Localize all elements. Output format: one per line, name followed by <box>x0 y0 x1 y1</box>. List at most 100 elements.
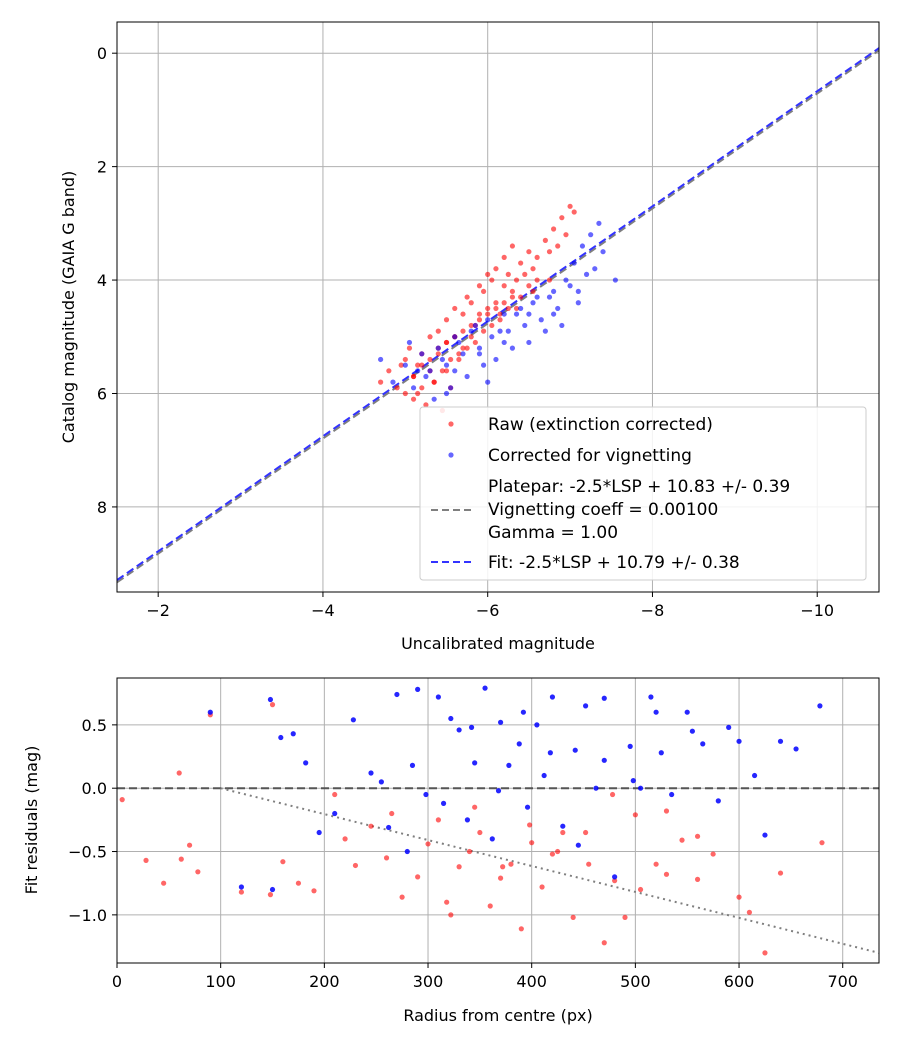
data-point-series-1 <box>777 738 784 744</box>
data-point-series-0 <box>487 903 493 909</box>
data-point-series-0 <box>476 311 483 317</box>
data-point-series-1 <box>551 288 557 295</box>
data-point-series-1 <box>406 339 413 346</box>
x-tick-label: 0 <box>112 972 122 991</box>
data-point-series-1 <box>572 747 578 753</box>
data-point-series-1 <box>534 722 540 728</box>
data-point-series-0 <box>746 909 753 915</box>
data-point-series-0 <box>485 305 491 312</box>
data-point-series-1 <box>443 390 450 397</box>
data-point-series-1 <box>493 356 499 363</box>
data-point-series-0 <box>378 379 384 385</box>
data-point-series-0 <box>195 869 201 875</box>
data-point-series-1 <box>468 724 475 731</box>
data-point-series-0 <box>406 345 413 351</box>
data-point-series-0 <box>410 373 417 380</box>
data-point-series-1 <box>435 345 441 351</box>
y-tick-label: 6 <box>97 384 107 403</box>
data-point-series-0 <box>586 861 592 867</box>
data-point-series-1 <box>497 719 504 725</box>
data-point-series-1 <box>452 368 458 374</box>
data-point-series-0 <box>530 288 536 295</box>
data-point-series-1 <box>440 800 447 807</box>
data-point-series-1 <box>501 311 507 317</box>
data-point-series-0 <box>560 829 566 836</box>
legend-label-line: Gamma = 1.00 <box>488 523 618 543</box>
data-point-series-0 <box>501 300 507 306</box>
data-point-series-0 <box>493 266 499 272</box>
data-point-series-1 <box>637 785 644 791</box>
data-point-series-1 <box>269 886 276 893</box>
data-point-series-1 <box>509 345 516 351</box>
data-point-series-1 <box>658 750 664 756</box>
data-point-series-0 <box>497 311 503 317</box>
data-point-series-1 <box>439 356 445 363</box>
data-point-series-1 <box>404 848 410 855</box>
series-line-2 <box>116 49 880 584</box>
data-point-series-1 <box>460 351 466 357</box>
data-point-series-1 <box>378 356 384 363</box>
data-point-series-0 <box>497 875 504 881</box>
data-point-series-0 <box>443 317 450 323</box>
legend: Raw (extinction corrected) Corrected for… <box>419 406 867 581</box>
data-point-series-0 <box>460 328 466 334</box>
data-point-series-1 <box>431 396 437 402</box>
data-point-series-0 <box>622 914 628 921</box>
data-point-series-0 <box>571 209 577 215</box>
data-point-series-0 <box>555 848 561 855</box>
data-point-series-1 <box>518 305 524 312</box>
data-point-series-1 <box>571 260 577 266</box>
data-point-series-0 <box>443 368 450 374</box>
data-point-series-1 <box>538 317 544 323</box>
data-point-series-0 <box>435 351 441 357</box>
data-point-series-0 <box>435 817 441 823</box>
data-point-series-0 <box>464 294 470 300</box>
data-point-series-0 <box>415 362 421 368</box>
legend-label-corrected: Corrected for vignetting <box>488 446 692 466</box>
data-point-series-1 <box>526 339 532 346</box>
data-point-series-0 <box>762 950 768 956</box>
data-point-series-1 <box>596 220 602 226</box>
data-point-series-0 <box>332 791 338 798</box>
data-point-series-0 <box>398 362 404 368</box>
data-point-series-0 <box>489 322 495 329</box>
data-point-series-0 <box>527 822 533 828</box>
data-point-series-0 <box>710 851 716 857</box>
data-point-series-0 <box>534 254 540 260</box>
data-point-series-0 <box>386 368 392 374</box>
data-point-series-1 <box>547 750 553 756</box>
data-point-series-1 <box>560 823 566 829</box>
data-point-series-1 <box>715 798 721 804</box>
data-point-series-1 <box>476 351 483 357</box>
data-point-series-1 <box>555 305 561 312</box>
data-point-series-1 <box>489 334 495 340</box>
data-point-series-0 <box>119 797 125 803</box>
data-point-series-1 <box>448 715 454 722</box>
data-point-series-1 <box>579 243 586 249</box>
data-point-series-0 <box>485 271 491 277</box>
data-point-series-0 <box>501 283 507 289</box>
data-point-series-0 <box>694 833 701 839</box>
data-point-series-0 <box>186 842 193 848</box>
data-points <box>119 685 825 956</box>
data-point-series-0 <box>415 874 421 880</box>
data-point-series-1 <box>513 311 520 317</box>
data-point-series-0 <box>439 368 445 374</box>
data-point-series-0 <box>539 884 545 890</box>
data-point-series-0 <box>546 277 553 283</box>
data-point-series-0 <box>427 334 433 340</box>
data-point-series-0 <box>402 356 408 363</box>
data-point-series-1 <box>520 709 527 715</box>
series-line-3 <box>116 47 880 581</box>
data-point-series-1 <box>588 232 594 238</box>
data-point-series-1 <box>559 322 565 329</box>
y-tick-label: −1.0 <box>68 906 107 925</box>
legend-label-line: Vignetting coeff = 0.00100 <box>488 500 718 520</box>
data-point-series-0 <box>342 836 348 842</box>
data-point-series-0 <box>468 322 474 329</box>
data-point-series-1 <box>472 322 478 329</box>
data-point-series-0 <box>509 243 516 249</box>
data-point-series-0 <box>394 385 400 391</box>
data-point-series-1 <box>593 785 599 791</box>
y-tick-label: 0.5 <box>82 716 107 735</box>
